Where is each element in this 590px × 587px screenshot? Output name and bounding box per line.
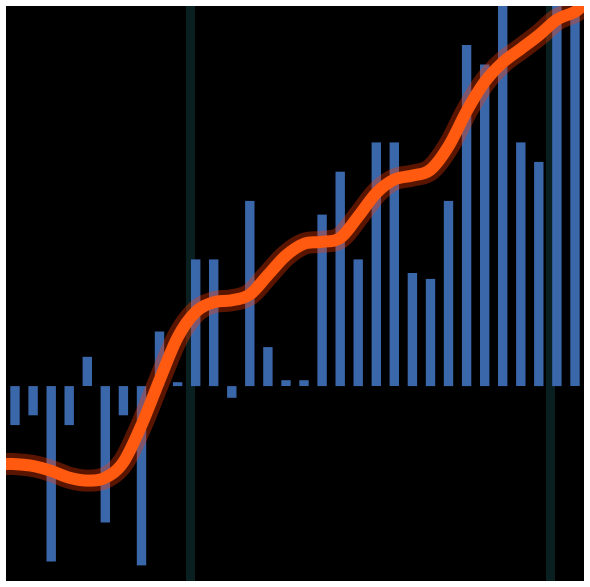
bar [118,386,129,416]
bar [172,382,183,387]
chart-frame [6,6,584,581]
bar [353,259,363,387]
bar [534,161,544,387]
bar [136,386,147,566]
bar [407,273,418,387]
bar [443,200,454,387]
bar [389,142,399,386]
bar [154,331,165,387]
bar [299,380,309,386]
background-band [546,6,555,581]
bar [317,214,327,387]
background-band [186,6,195,581]
bar [335,171,345,387]
trend-line [6,6,584,487]
bar [552,6,562,387]
bar [516,142,526,386]
bar [191,259,201,387]
chart-canvas [6,6,584,581]
bar [64,386,74,426]
trend-group [6,6,584,492]
bar [100,386,110,523]
bar [28,386,38,416]
bar [227,386,237,398]
bar [371,142,381,386]
bar [82,356,92,386]
bar [480,64,490,387]
dark-columns [186,6,555,581]
bar [209,259,219,387]
bar [461,45,472,387]
bar [570,15,580,386]
bar [10,386,20,426]
bar [498,6,508,387]
bar [281,380,291,386]
bar [425,278,436,387]
bar [263,347,273,387]
